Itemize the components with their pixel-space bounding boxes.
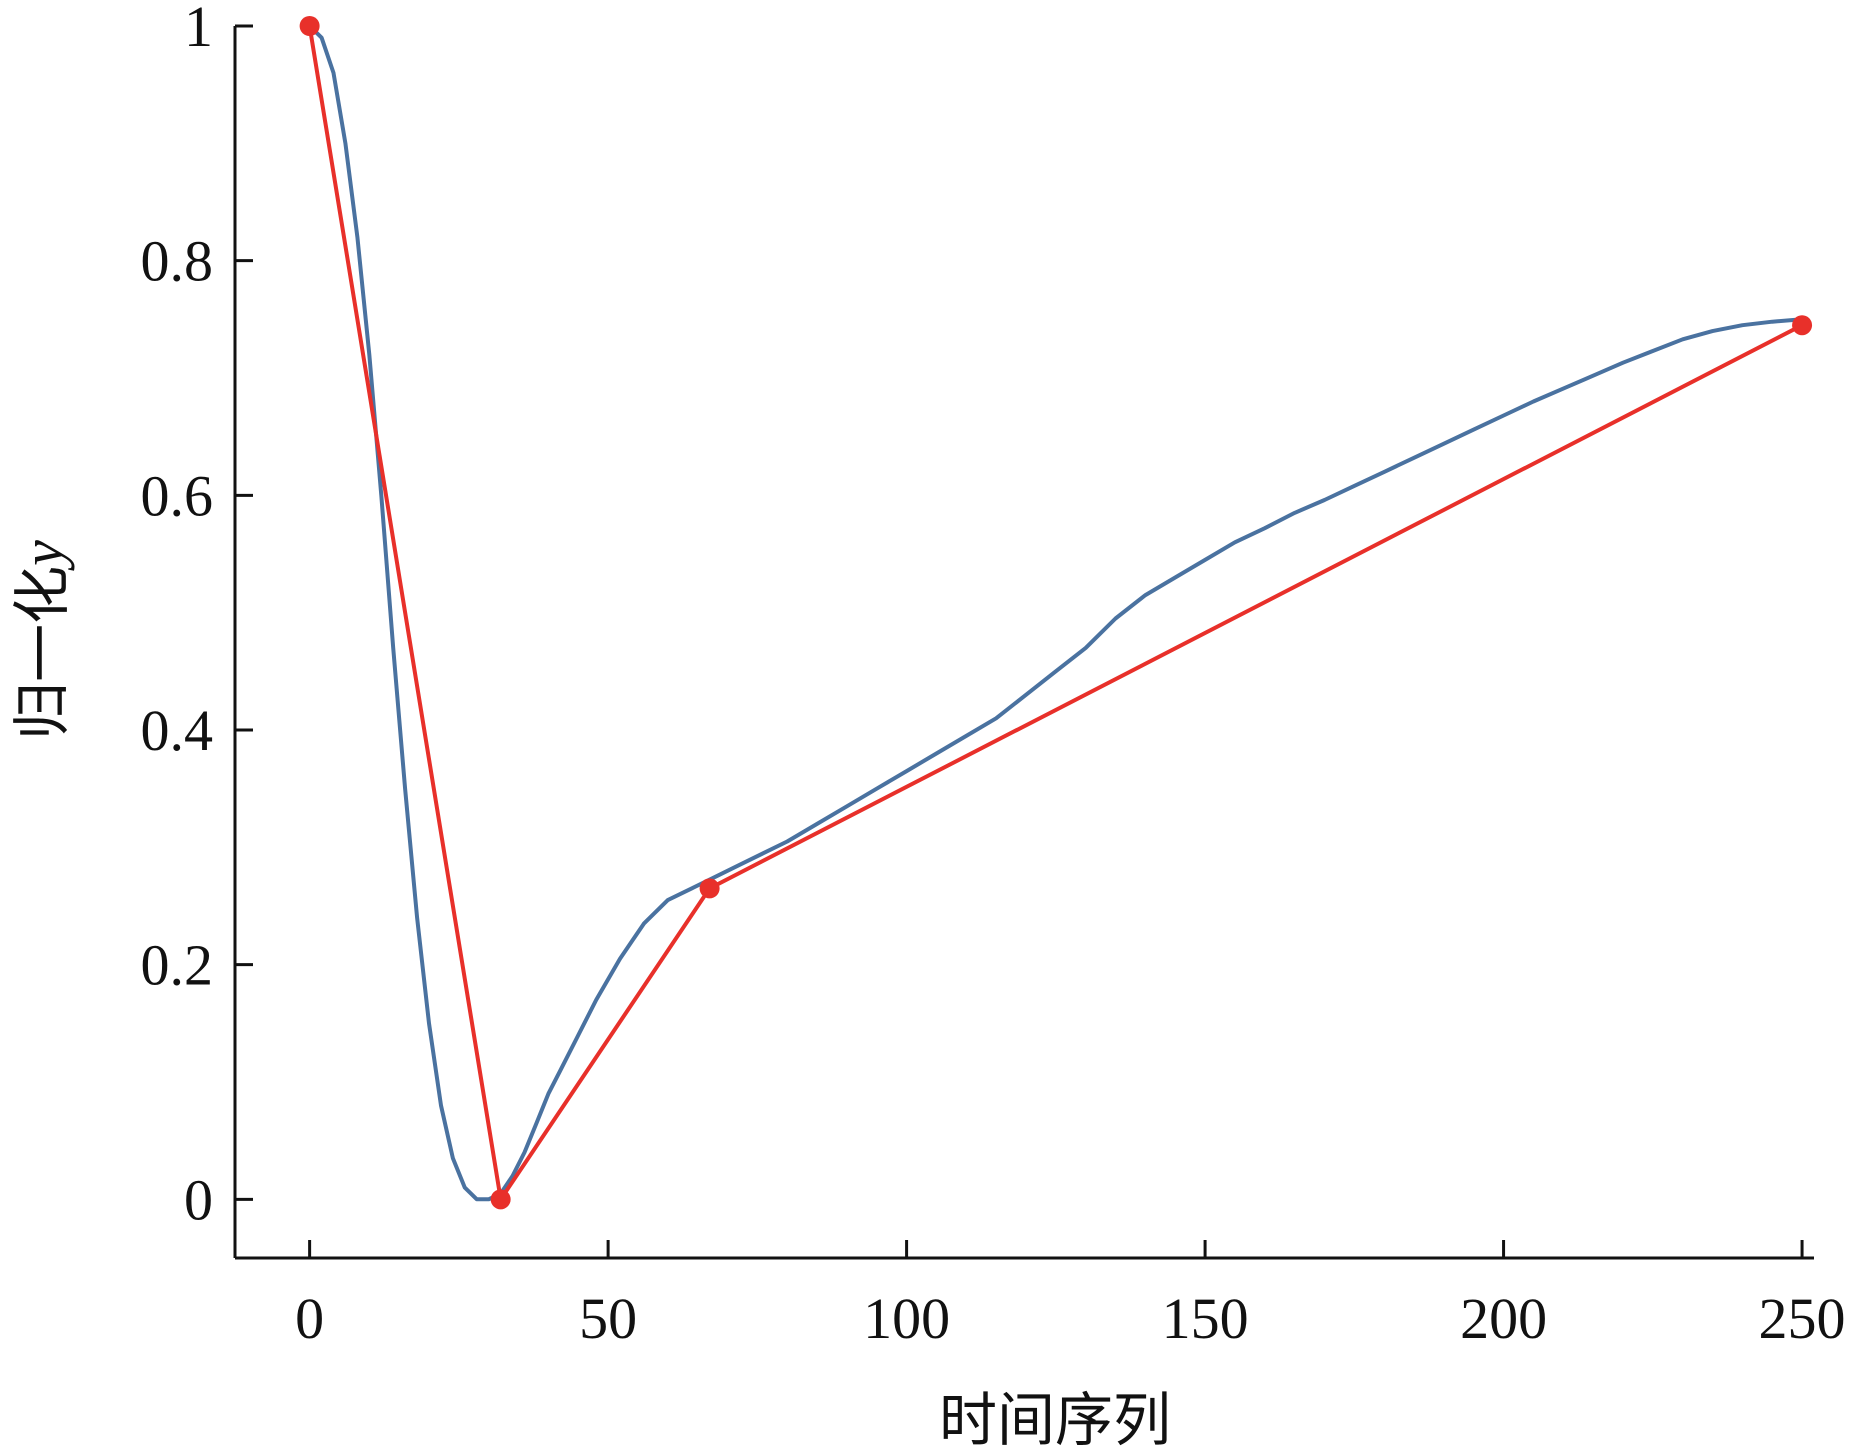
segment-point (299, 16, 320, 36)
x-tick-label: 50 (579, 1286, 637, 1351)
axes (233, 24, 1814, 1260)
x-tick-label: 250 (1759, 1286, 1846, 1351)
y-tick-label: 0.8 (141, 229, 214, 294)
segment-point (699, 878, 720, 899)
segment-line (307, 25, 1804, 1202)
x-tick-label: 100 (863, 1286, 950, 1351)
y-axis-title-var: y (10, 540, 75, 571)
smooth-curve-line (307, 24, 1805, 1202)
y-axis-title-prefix: 归一化 (8, 566, 76, 740)
y-axis-title: 归一化y (8, 540, 76, 740)
x-tick-label: 150 (1162, 1286, 1249, 1351)
y-tick-label: 0.4 (141, 698, 214, 763)
y-tick-label: 0.6 (141, 463, 214, 528)
segment-point (490, 1189, 511, 1210)
segment-point (1792, 315, 1813, 336)
x-tick-label: 200 (1460, 1286, 1547, 1351)
x-tick-label: 0 (295, 1286, 324, 1351)
y-tick-label: 0.2 (141, 933, 214, 998)
x-axis-title: 时间序列 (939, 1386, 1171, 1454)
y-tick-label: 0 (184, 1167, 213, 1232)
tick-labels: 0 0.2 0.4 0.6 0.8 1 0 50 100 150 200 250 (141, 0, 1846, 1351)
y-tick-label: 1 (184, 0, 213, 59)
series-layer (299, 16, 1813, 1210)
